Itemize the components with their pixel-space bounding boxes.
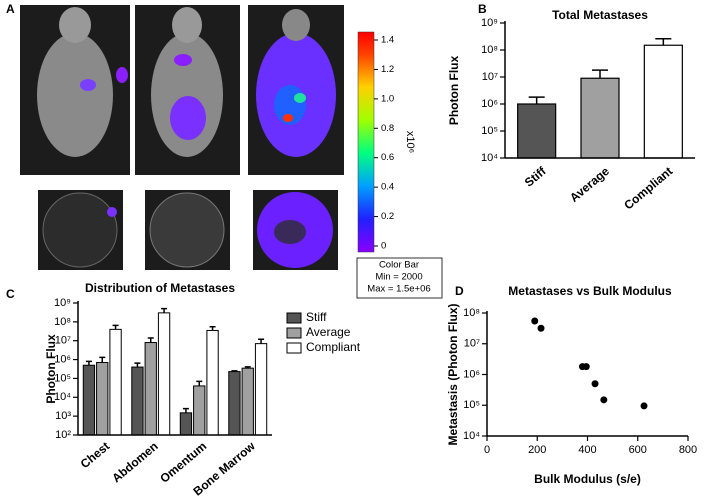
color-bar-note: Max = 1.5e+06 bbox=[367, 284, 430, 295]
color-bar-note: Min = 2000 bbox=[375, 272, 422, 283]
y-tick-label: 10⁸ bbox=[463, 307, 480, 319]
error-bar bbox=[258, 338, 265, 344]
error-bar bbox=[244, 366, 251, 369]
axis bbox=[486, 311, 688, 437]
error-bar bbox=[147, 337, 154, 343]
bar bbox=[109, 328, 122, 436]
color-bar-tick-label: 0.6 bbox=[381, 152, 394, 163]
y-tick-label: 10⁴ bbox=[481, 152, 498, 164]
y-tick-label: 10⁴ bbox=[463, 430, 480, 442]
error-bar bbox=[134, 362, 141, 368]
bar bbox=[517, 103, 557, 159]
color-bar-note-box bbox=[356, 257, 443, 299]
x-tick-label: 0 bbox=[484, 444, 490, 456]
y-axis-label: Metastasis (Photon Flux) bbox=[446, 303, 460, 445]
y-tick-label: 10⁷ bbox=[482, 71, 498, 83]
panel-label: C bbox=[6, 287, 15, 301]
y-axis-label: Photon Flux bbox=[44, 334, 58, 404]
error-bar bbox=[196, 380, 203, 386]
y-tick-label: 10⁸ bbox=[481, 44, 498, 56]
y-tick-label: 10² bbox=[55, 429, 71, 441]
x-tick-label: Stiff bbox=[522, 163, 550, 189]
y-axis-label: Photon Flux bbox=[447, 56, 461, 126]
error-bar bbox=[182, 407, 189, 413]
bar bbox=[241, 367, 254, 436]
chart-title: Distribution of Metastases bbox=[85, 281, 235, 295]
x-tick-label: 400 bbox=[578, 444, 596, 456]
color-bar-tick-label: 1.0 bbox=[381, 93, 394, 104]
bar bbox=[96, 361, 109, 436]
error-bar bbox=[655, 38, 672, 46]
color-bar-tick-label: 0.4 bbox=[381, 182, 394, 193]
x-tick-label: 200 bbox=[528, 444, 546, 456]
point bbox=[600, 396, 608, 404]
y-tick-label: 10⁷ bbox=[55, 335, 71, 347]
error-bar bbox=[209, 326, 216, 331]
x-tick-label: Abdomen bbox=[109, 439, 160, 485]
panel-label: D bbox=[455, 284, 464, 298]
legend-label: Compliant bbox=[306, 340, 361, 354]
y-tick-label: 10⁶ bbox=[54, 353, 71, 365]
x-tick-label: 800 bbox=[679, 444, 697, 456]
y-tick-label: 10⁶ bbox=[481, 98, 498, 110]
color-bar-tick-label: 1.4 bbox=[381, 35, 394, 46]
error-bar bbox=[528, 96, 545, 104]
x-tick-label: Compliant bbox=[621, 164, 675, 212]
panel-a-images bbox=[20, 5, 344, 270]
y-tick-label: 10⁴ bbox=[54, 391, 71, 403]
x-tick-label: 600 bbox=[629, 444, 647, 456]
y-tick-label: 10⁶ bbox=[463, 368, 480, 380]
legend-label: Average bbox=[306, 325, 351, 339]
bar bbox=[82, 364, 96, 436]
legend-swatch bbox=[286, 312, 302, 324]
color-bar-tick-label: 1.2 bbox=[381, 64, 394, 75]
y-tick-label: 10⁸ bbox=[54, 316, 71, 328]
point bbox=[591, 380, 599, 388]
panel-label: A bbox=[6, 2, 15, 16]
color-bar-tick-label: 0.2 bbox=[381, 211, 394, 222]
point bbox=[582, 363, 590, 371]
color-bar-tick-label: 0 bbox=[381, 241, 386, 252]
chart-title: Total Metastases bbox=[552, 8, 648, 22]
x-axis-label: Bulk Modulus (s/e) bbox=[534, 472, 641, 486]
color-bar-exponent: x10⁶ bbox=[404, 131, 416, 153]
bar bbox=[228, 371, 241, 436]
bar bbox=[144, 342, 157, 436]
color-bar-note: Color Bar bbox=[379, 260, 419, 271]
point bbox=[537, 324, 545, 332]
bar bbox=[206, 329, 219, 436]
y-tick-label: 10⁵ bbox=[481, 125, 498, 137]
bar bbox=[131, 366, 144, 436]
bar bbox=[193, 385, 206, 436]
y-tick-label: 10⁵ bbox=[463, 399, 480, 411]
bar bbox=[580, 77, 620, 159]
x-tick-label: Average bbox=[567, 164, 612, 205]
y-tick-label: 10⁷ bbox=[464, 338, 480, 350]
error-bar bbox=[161, 307, 168, 313]
bar bbox=[254, 343, 268, 436]
legend-swatch bbox=[286, 327, 302, 339]
bar bbox=[179, 412, 193, 436]
error-bar bbox=[231, 370, 238, 372]
chart-title: Metastases vs Bulk Modulus bbox=[508, 284, 672, 298]
bar bbox=[643, 44, 683, 159]
legend-label: Stiff bbox=[306, 310, 327, 324]
error-bar bbox=[112, 324, 119, 330]
color-bar-tick-label: 0.8 bbox=[381, 123, 394, 134]
y-tick-label: 10³ bbox=[55, 410, 71, 422]
point bbox=[640, 402, 648, 410]
error-bar bbox=[85, 360, 92, 366]
bar bbox=[157, 312, 171, 436]
color-bar bbox=[357, 31, 375, 253]
legend-swatch bbox=[286, 342, 302, 354]
x-tick-label: Chest bbox=[78, 439, 113, 471]
y-tick-label: 10⁵ bbox=[54, 372, 71, 384]
error-bar bbox=[99, 356, 106, 363]
y-tick-label: 10⁹ bbox=[481, 17, 498, 29]
error-bar bbox=[592, 69, 608, 79]
panel-label: B bbox=[478, 2, 487, 16]
y-tick-label: 10⁹ bbox=[54, 297, 71, 309]
point bbox=[531, 317, 539, 325]
